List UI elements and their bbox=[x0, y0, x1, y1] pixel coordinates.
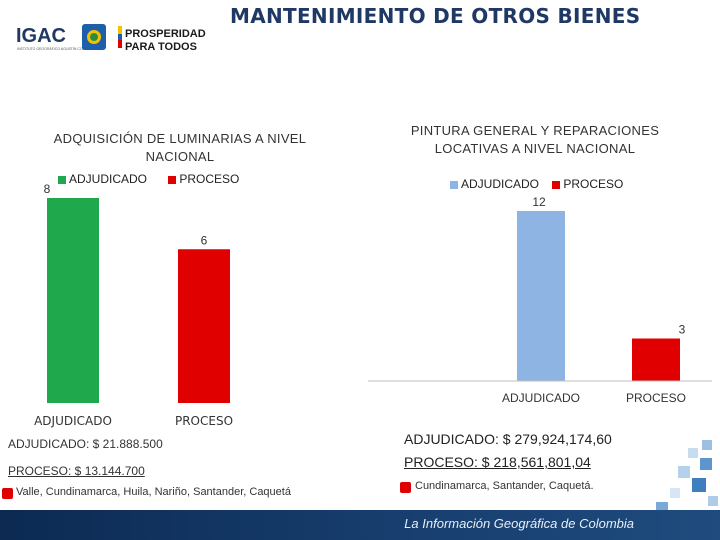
prosperidad-line-2: PARA TODOS bbox=[125, 41, 197, 53]
igac-logo-subtext: INSTITUTO GEOGRÁFICO AGUSTÍN CODAZZI bbox=[17, 47, 93, 51]
bar-proceso bbox=[178, 249, 230, 403]
left-bar-chart: 8 ADJUDICADO 6 PROCESO bbox=[34, 182, 233, 428]
left-chart-title: ADQUISICIÓN DE LUMINARIAS A NIVEL NACION… bbox=[53, 131, 307, 164]
legend-swatch-adjudicado bbox=[450, 180, 458, 189]
tick-label-adjudicado: ADJUDICADO bbox=[502, 391, 580, 405]
red-bullet-icon bbox=[2, 488, 13, 499]
footer-text: La Información Geográfica de Colombia bbox=[404, 516, 634, 531]
left-chart-legend: ADJUDICADO PROCESO bbox=[58, 172, 239, 186]
igac-logo-text: IGAC bbox=[16, 25, 66, 47]
bar-proceso bbox=[632, 338, 680, 381]
data-label-adjudicado: 12 bbox=[532, 195, 546, 209]
page-title: MANTENIMIENTO DE OTROS BIENES bbox=[230, 4, 641, 28]
legend-swatch-proceso bbox=[552, 180, 561, 189]
right-chart-title: PINTURA GENERAL Y REPARACIONES LOCATIVAS… bbox=[410, 123, 660, 156]
tick-label-adjudicado: ADJUDICADO bbox=[34, 414, 112, 428]
footer-bar bbox=[0, 510, 720, 540]
left-locations: Valle, Cundinamarca, Huila, Nariño, Sant… bbox=[16, 486, 291, 498]
left-adjudicado-amount: ADJUDICADO: $ 21.888.500 bbox=[8, 437, 163, 451]
legend-label-proceso: PROCESO bbox=[563, 177, 624, 191]
right-adjudicado-amount: ADJUDICADO: $ 279,924,174,60 bbox=[404, 431, 612, 447]
bar-adjudicado bbox=[517, 211, 565, 381]
right-locations: Cundinamarca, Santander, Caquetá. bbox=[415, 480, 594, 492]
data-label-proceso: 3 bbox=[679, 323, 686, 337]
legend-swatch-proceso bbox=[168, 175, 177, 184]
igac-logo: IGAC INSTITUTO GEOGRÁFICO AGUSTÍN CODAZZ… bbox=[16, 24, 106, 51]
left-proceso-amount: PROCESO: $ 13.144.700 bbox=[8, 464, 145, 478]
legend-swatch-adjudicado bbox=[58, 175, 66, 184]
prosperidad-line-1: PROSPERIDAD bbox=[125, 28, 206, 40]
tick-label-proceso: PROCESO bbox=[175, 414, 233, 428]
right-chart-legend: ADJUDICADO PROCESO bbox=[450, 177, 623, 191]
tick-label-proceso: PROCESO bbox=[626, 391, 686, 405]
right-proceso-amount: PROCESO: $ 218,561,801,04 bbox=[404, 454, 591, 470]
red-bullet-icon bbox=[400, 482, 411, 493]
right-bar-chart: 12 ADJUDICADO 3 PROCESO bbox=[368, 195, 712, 405]
decorative-cubes-icon bbox=[656, 440, 718, 514]
prosperidad-logo: PROSPERIDAD PARA TODOS bbox=[118, 26, 206, 53]
legend-label-proceso: PROCESO bbox=[179, 172, 240, 186]
bar-adjudicado bbox=[47, 198, 99, 403]
legend-label-adjudicado: ADJUDICADO bbox=[69, 172, 148, 186]
legend-label-adjudicado: ADJUDICADO bbox=[461, 177, 540, 191]
data-label-proceso: 6 bbox=[201, 233, 208, 247]
data-label-adjudicado: 8 bbox=[44, 182, 51, 196]
